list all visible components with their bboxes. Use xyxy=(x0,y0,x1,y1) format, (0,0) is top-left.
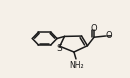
Text: NH₂: NH₂ xyxy=(69,61,84,70)
Text: S: S xyxy=(56,44,62,53)
Text: O: O xyxy=(91,24,97,33)
Text: O: O xyxy=(105,32,112,40)
